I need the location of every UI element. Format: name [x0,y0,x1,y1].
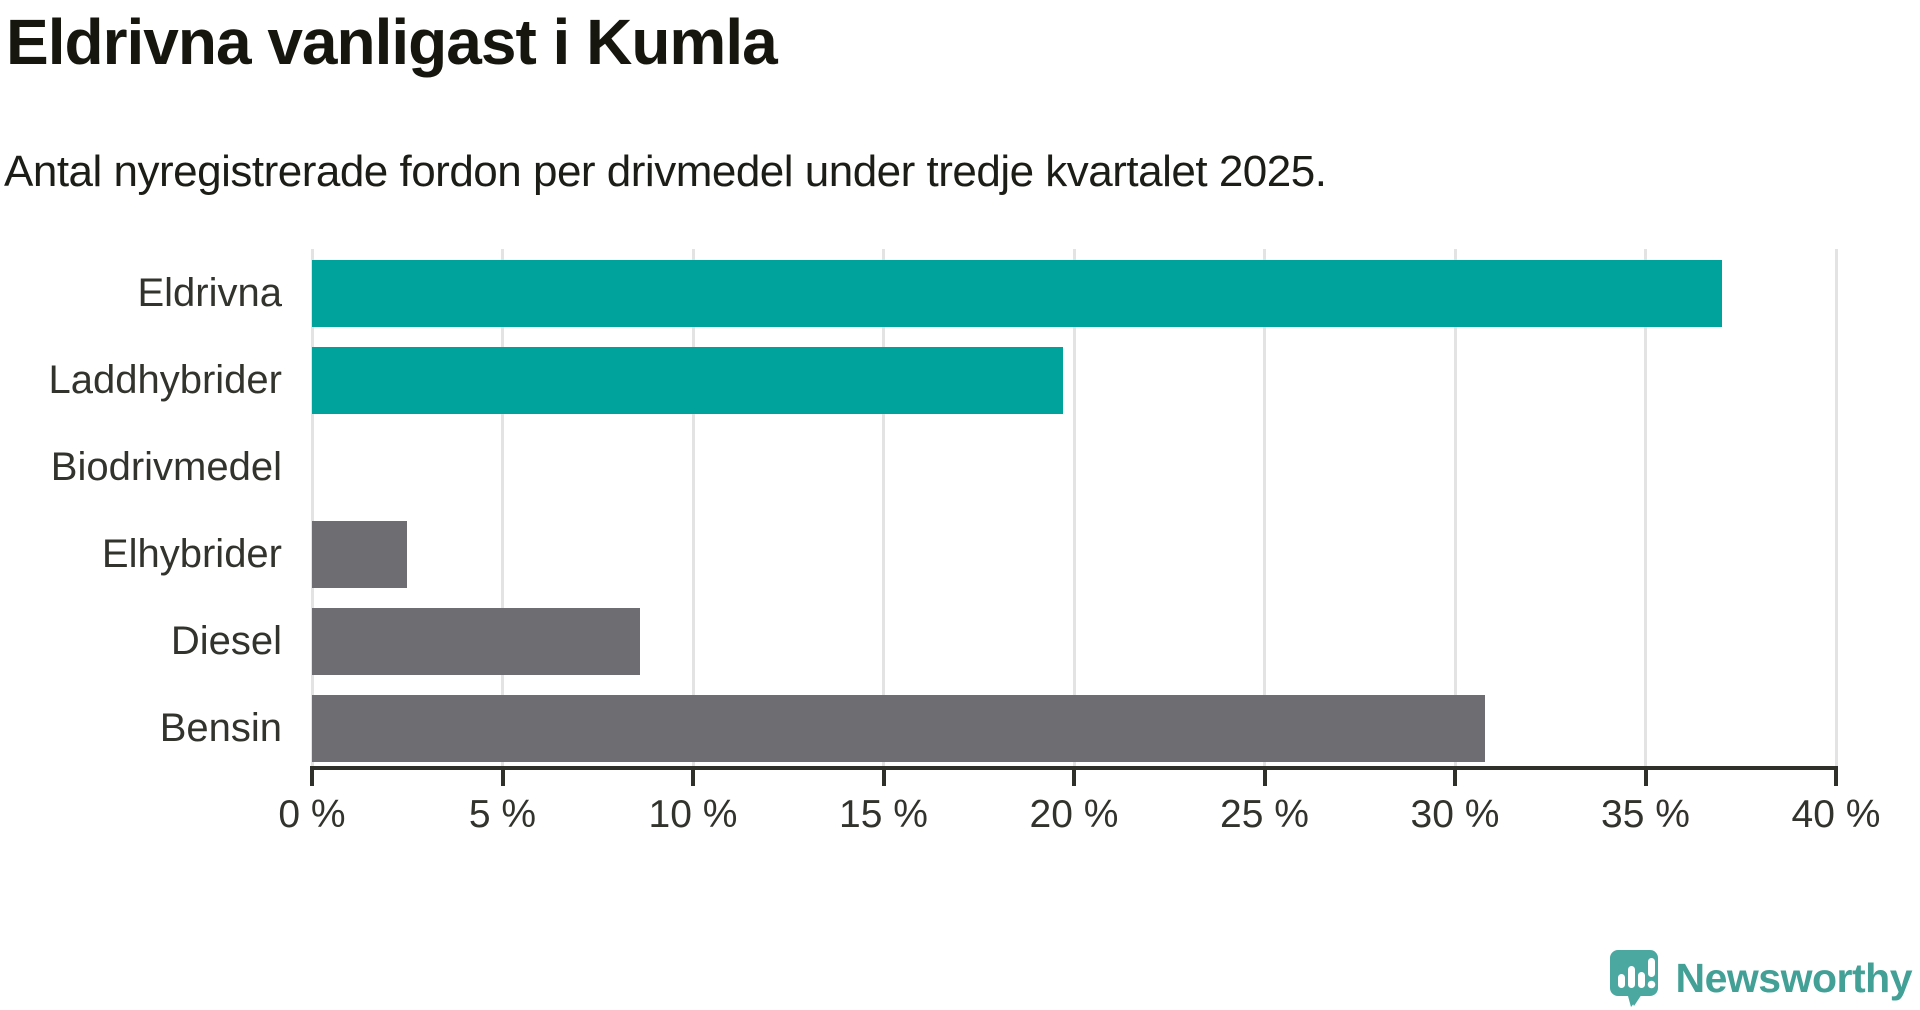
bar [312,695,1486,762]
bar [312,521,408,588]
gridline [1453,249,1457,766]
category-label: Biodrivmedel [50,445,282,489]
x-axis-tick [881,766,886,786]
x-axis-tick-label: 40 % [1791,793,1881,836]
x-axis-tick-label: 20 % [1029,793,1119,836]
category-label: Diesel [170,619,282,663]
x-axis-tick [310,766,314,786]
gridline [1263,249,1266,766]
x-axis-tick [1453,766,1457,786]
gridline [691,249,695,766]
category-label: Bensin [159,706,282,750]
gridline [501,249,504,766]
category-label: Eldrivna [137,271,282,315]
gridline [1072,249,1076,766]
x-axis-tick [1834,766,1838,786]
plot-area: Eldrivna Laddhybrider Biodrivmedel Elhybrid… [49,249,1880,836]
gridline [310,249,314,766]
gridline [1834,249,1838,766]
newsworthy-logo: Newsworthy [1608,948,1913,1008]
x-axis-tick-label: 35 % [1601,793,1690,836]
x-axis-tick-label: 5 % [468,793,537,836]
x-axis-tick-label: 25 % [1220,793,1309,836]
gridline [882,249,885,766]
x-axis-tick-label: 30 % [1410,793,1500,836]
category-label: Laddhybrider [48,358,283,402]
x-axis-tick-label: 0 % [278,793,346,836]
bar [312,347,1063,414]
chart-title: Eldrivna vanligast i Kumla [6,6,778,78]
category-label: Elhybrider [101,532,282,576]
speech-bubble-chart-icon [1609,950,1658,1007]
x-axis-tick [500,766,505,786]
x-axis-tick-label: 15 % [839,793,928,836]
x-axis-tick [1643,766,1648,786]
x-axis-tick-label: 10 % [648,793,738,836]
newsworthy-wordmark: Newsworthy [1675,954,1913,1001]
x-axis-tick [691,766,695,786]
gridline [1644,249,1647,766]
x-axis-tick [1262,766,1267,786]
chart-subtitle: Antal nyregistrerade fordon per drivmede… [4,147,1327,196]
x-axis-tick [1072,766,1076,786]
bar [312,260,1722,327]
bar [312,608,640,675]
